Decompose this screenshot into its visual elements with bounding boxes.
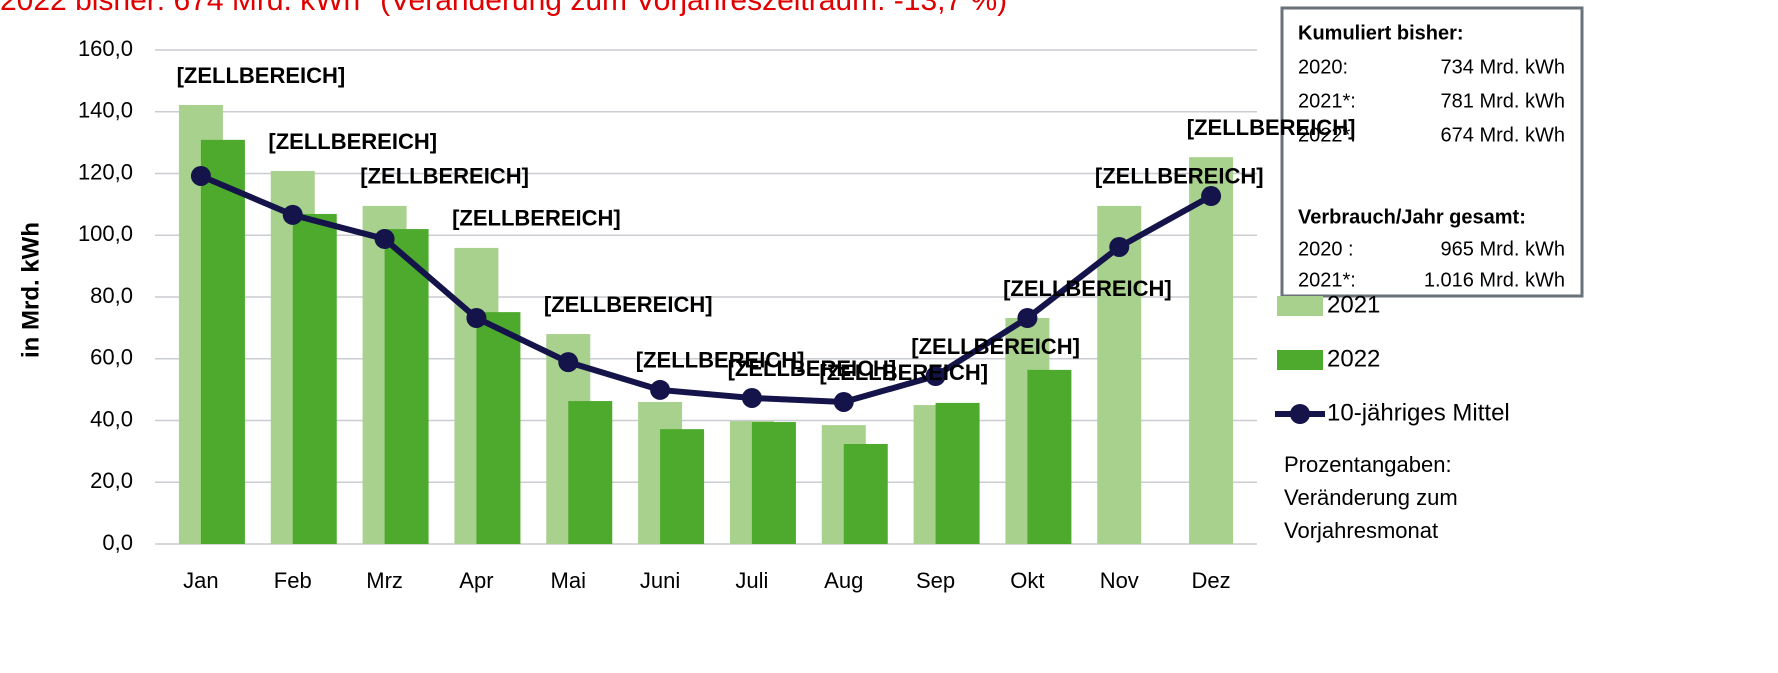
bar — [1027, 369, 1072, 544]
legend-label: 2021 — [1327, 291, 1380, 318]
x-tick-label: Nov — [1100, 568, 1139, 593]
x-tick-label: Aug — [824, 568, 863, 593]
marker — [374, 228, 395, 249]
bar — [751, 422, 796, 544]
marker — [558, 352, 579, 373]
x-tick-label: Juni — [640, 568, 680, 593]
x-tick-label: Jan — [183, 568, 218, 593]
bar — [292, 213, 337, 545]
y-tick-label: 60,0 — [90, 345, 133, 370]
info-label: 2021*: — [1298, 90, 1356, 112]
chart-title: 2022 bisher: 674 Mrd. kWh* (Veränderung … — [0, 0, 1007, 17]
info-label: 2020 : — [1298, 238, 1354, 260]
bar — [384, 229, 429, 544]
info-box — [1280, 6, 1584, 298]
marker — [1017, 307, 1038, 328]
data-label: [ZELLBEREICH] — [1003, 276, 1172, 301]
note: Veränderung zum — [1284, 485, 1458, 510]
info-heading: Verbrauch/Jahr gesamt: — [1298, 206, 1526, 228]
bar — [935, 402, 980, 544]
marker — [282, 204, 303, 225]
marker — [1109, 236, 1130, 257]
info-heading: Kumuliert bisher: — [1298, 22, 1464, 44]
y-tick-label: 140,0 — [78, 98, 133, 123]
marker — [190, 165, 211, 186]
x-tick-label: Feb — [274, 568, 312, 593]
note: Vorjahresmonat — [1284, 518, 1438, 543]
marker — [925, 366, 946, 387]
y-tick-label: 40,0 — [90, 406, 133, 431]
data-label: [ZELLBEREICH] — [360, 164, 529, 189]
y-tick-label: 120,0 — [78, 159, 133, 184]
y-tick-label: 100,0 — [78, 221, 133, 246]
data-label: [ZELLBEREICH] — [177, 63, 346, 88]
data-label: [ZELLBEREICH] — [1187, 115, 1356, 140]
data-label: [ZELLBEREICH] — [268, 129, 437, 154]
y-tick-label: 160,0 — [78, 36, 133, 61]
x-tick-label: Juli — [735, 568, 768, 593]
note: Prozentangaben: — [1284, 452, 1452, 477]
marker — [1201, 186, 1222, 207]
info-value: 674 Mrd. kWh — [1441, 124, 1565, 146]
info-value: 965 Mrd. kWh — [1441, 238, 1565, 260]
legend-label: 10-jähriges Mittel — [1327, 399, 1510, 426]
info-value: 781 Mrd. kWh — [1441, 90, 1565, 112]
data-label: [ZELLBEREICH] — [1095, 164, 1264, 189]
y-tick-label: 20,0 — [90, 468, 133, 493]
bar — [1097, 205, 1142, 544]
y-tick-label: 0,0 — [102, 530, 133, 555]
legend-marker — [1290, 404, 1310, 424]
x-tick-label: Mai — [551, 568, 586, 593]
bar — [660, 429, 705, 544]
x-tick-label: Okt — [1010, 568, 1044, 593]
legend-label: 2022 — [1327, 345, 1380, 372]
info-label: 2020: — [1298, 56, 1348, 78]
y-tick-label: 80,0 — [90, 283, 133, 308]
y-axis-label: in Mrd. kWh — [17, 222, 44, 358]
line — [199, 173, 1213, 405]
x-tick-label: Mrz — [366, 568, 403, 593]
bar — [1189, 157, 1234, 545]
x-tick-label: Apr — [459, 568, 493, 593]
x-tick-label: Sep — [916, 568, 955, 593]
legend-swatch — [1277, 296, 1323, 316]
bar — [476, 312, 521, 544]
bar — [200, 139, 245, 544]
marker — [741, 387, 762, 408]
marker — [466, 307, 487, 328]
data-label: [ZELLBEREICH] — [911, 334, 1080, 359]
data-label: [ZELLBEREICH] — [452, 206, 621, 231]
x-tick-label: Dez — [1192, 568, 1231, 593]
data-label: [ZELLBEREICH] — [544, 292, 713, 317]
data-label: [ZELLBEREICH] — [728, 356, 897, 381]
info-value: 734 Mrd. kWh — [1441, 56, 1565, 78]
bar — [843, 443, 888, 544]
marker — [650, 379, 671, 400]
data-label: [ZELLBEREICH] — [636, 348, 805, 373]
info-label: 2022*: — [1298, 124, 1356, 146]
info-value: 1.016 Mrd. kWh — [1424, 269, 1565, 291]
marker — [833, 391, 854, 412]
info-label: 2021*: — [1298, 269, 1356, 291]
bar — [568, 401, 613, 544]
data-label: [ZELLBEREICH] — [819, 360, 988, 385]
legend-swatch — [1277, 350, 1323, 370]
